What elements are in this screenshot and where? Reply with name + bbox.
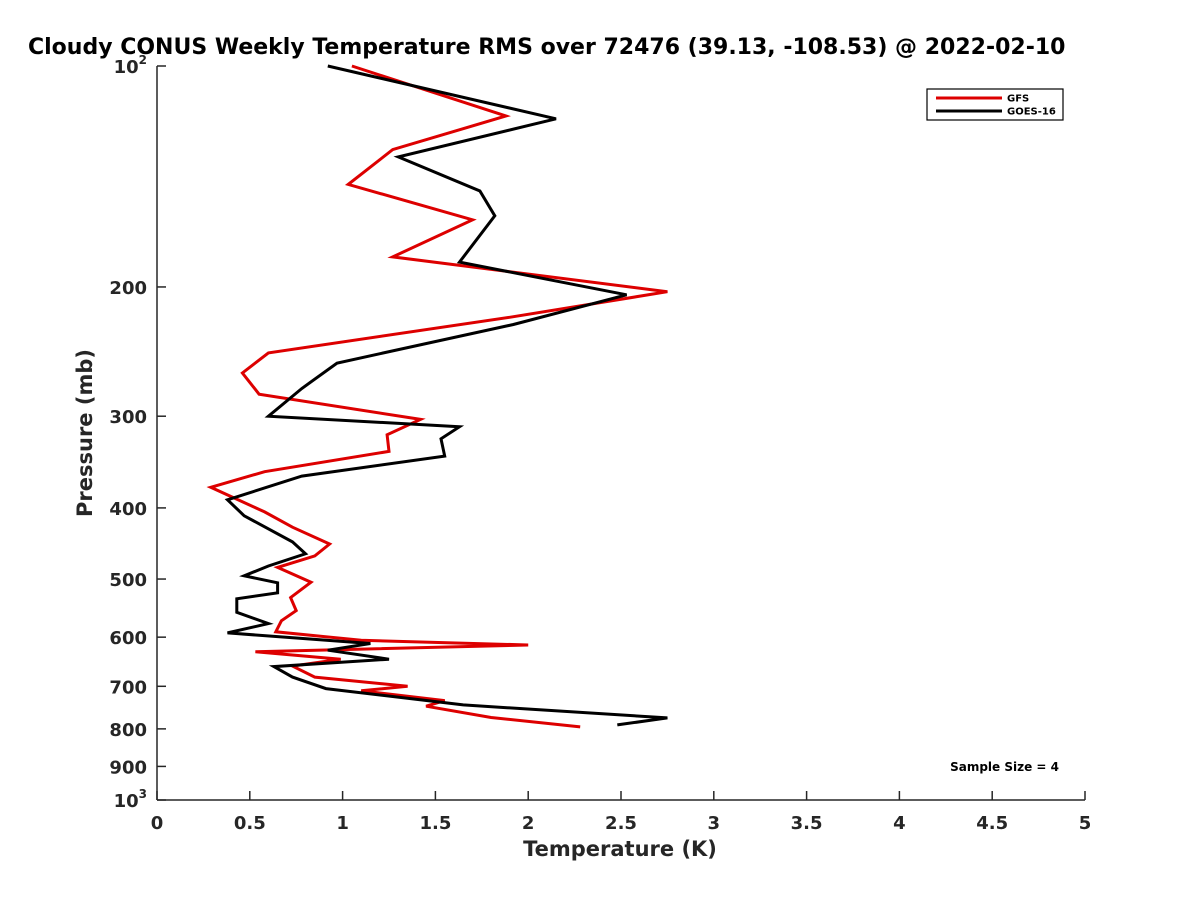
x-tick-label: 4.5	[976, 813, 1008, 834]
legend-label-goes-16: GOES-16	[1007, 107, 1056, 118]
y-tick-label: 400	[109, 499, 147, 520]
series-line-goes-16	[224, 64, 668, 727]
y-tick-label: 300	[109, 407, 147, 428]
legend-label-gfs: GFS	[1007, 94, 1029, 105]
y-tick-label: 900	[109, 757, 147, 778]
sample-size-annotation: Sample Size = 4	[950, 760, 1059, 774]
series-layer	[206, 64, 668, 729]
y-tick-label: 700	[109, 677, 147, 698]
x-tick-label: 2	[522, 813, 535, 834]
x-tick-label: 0	[151, 813, 164, 834]
x-tick-label: 1	[336, 813, 349, 834]
y-tick-label: 500	[109, 570, 147, 591]
x-tick-label: 1.5	[419, 813, 451, 834]
y-tick-label: 600	[109, 628, 147, 649]
x-tick-label: 3.5	[791, 813, 823, 834]
x-tick-label: 3	[708, 813, 721, 834]
x-axis-label: Temperature (K)	[523, 837, 717, 861]
x-axis-ticks: 0 0.5 1 1.5 2 2.5 3 3.5 4 4.5 5	[151, 791, 1092, 834]
y-tick-label: 102	[114, 53, 147, 78]
chart-title: Cloudy CONUS Weekly Temperature RMS over…	[28, 35, 1065, 60]
y-tick-label: 800	[109, 720, 147, 741]
y-tick-label: 200	[109, 278, 147, 299]
x-tick-label: 2.5	[605, 813, 637, 834]
y-axis-ticks: 102 200 300 400 500 600 700 800 900 103	[109, 53, 166, 812]
x-tick-label: 5	[1079, 813, 1092, 834]
x-tick-label: 0.5	[234, 813, 266, 834]
series-line-gfs	[206, 64, 668, 729]
y-tick-label: 103	[114, 787, 147, 812]
x-tick-label: 4	[893, 813, 906, 834]
legend: GFS GOES-16	[926, 88, 1064, 121]
y-axis-label: Pressure (mb)	[73, 349, 97, 517]
legend-box	[926, 88, 1064, 121]
axes	[156, 66, 1085, 801]
